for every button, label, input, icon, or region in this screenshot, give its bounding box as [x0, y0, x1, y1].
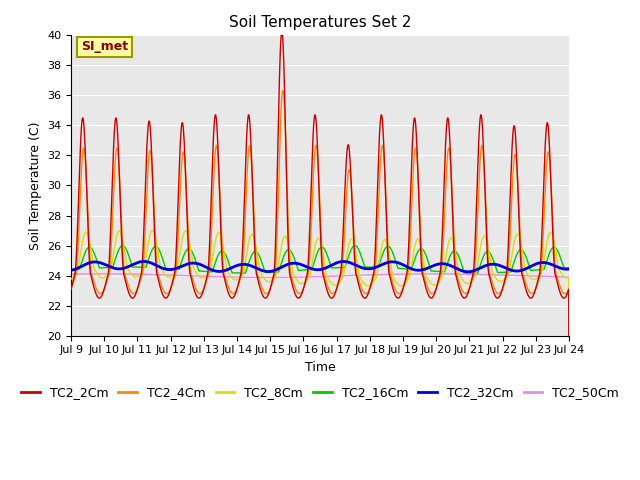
TC2_32Cm	[464, 269, 472, 275]
TC2_16Cm	[565, 265, 573, 271]
TC2_50Cm	[264, 275, 271, 280]
TC2_2Cm	[278, 28, 285, 34]
TC2_2Cm	[206, 228, 214, 233]
TC2_4Cm	[67, 286, 75, 292]
Line: TC2_4Cm: TC2_4Cm	[71, 91, 569, 480]
TC2_8Cm	[207, 267, 214, 273]
Line: TC2_2Cm: TC2_2Cm	[71, 31, 569, 480]
TC2_32Cm	[207, 266, 214, 272]
TC2_4Cm	[564, 287, 572, 292]
TC2_50Cm	[369, 272, 376, 278]
TC2_4Cm	[377, 152, 385, 158]
TC2_4Cm	[279, 88, 287, 94]
TC2_16Cm	[207, 269, 214, 275]
TC2_32Cm	[369, 265, 376, 271]
Line: TC2_8Cm: TC2_8Cm	[71, 230, 569, 480]
TC2_50Cm	[377, 272, 385, 277]
TC2_4Cm	[206, 256, 214, 262]
TC2_50Cm	[207, 274, 214, 279]
TC2_2Cm	[67, 286, 75, 292]
Line: TC2_16Cm: TC2_16Cm	[71, 246, 569, 273]
TC2_2Cm	[564, 287, 572, 293]
TC2_8Cm	[377, 248, 385, 253]
TC2_32Cm	[174, 265, 182, 271]
TC2_32Cm	[565, 266, 573, 272]
TC2_4Cm	[369, 279, 376, 285]
TC2_8Cm	[369, 281, 376, 287]
Y-axis label: Soil Temperature (C): Soil Temperature (C)	[29, 121, 42, 250]
TC2_50Cm	[97, 271, 105, 276]
TC2_2Cm	[377, 113, 385, 119]
TC2_32Cm	[518, 267, 525, 273]
TC2_8Cm	[67, 276, 75, 282]
TC2_32Cm	[377, 262, 385, 268]
Text: SI_met: SI_met	[81, 40, 128, 53]
TC2_32Cm	[67, 267, 75, 273]
TC2_16Cm	[377, 256, 385, 262]
TC2_16Cm	[474, 270, 481, 276]
Legend: TC2_2Cm, TC2_4Cm, TC2_8Cm, TC2_16Cm, TC2_32Cm, TC2_50Cm: TC2_2Cm, TC2_4Cm, TC2_8Cm, TC2_16Cm, TC2…	[16, 382, 624, 405]
TC2_16Cm	[369, 264, 376, 270]
TC2_2Cm	[174, 207, 182, 213]
TC2_50Cm	[565, 274, 573, 280]
TC2_16Cm	[67, 267, 75, 273]
TC2_16Cm	[119, 243, 127, 249]
TC2_8Cm	[518, 244, 525, 250]
TC2_50Cm	[174, 273, 182, 278]
TC2_8Cm	[174, 263, 182, 269]
TC2_50Cm	[518, 273, 525, 279]
TC2_4Cm	[518, 261, 525, 266]
Title: Soil Temperatures Set 2: Soil Temperatures Set 2	[229, 15, 411, 30]
TC2_8Cm	[564, 275, 572, 280]
TC2_8Cm	[148, 228, 156, 233]
X-axis label: Time: Time	[305, 361, 335, 374]
TC2_2Cm	[518, 270, 525, 276]
Line: TC2_50Cm: TC2_50Cm	[71, 274, 569, 277]
TC2_16Cm	[518, 247, 525, 253]
TC2_32Cm	[140, 259, 148, 264]
TC2_50Cm	[565, 274, 573, 280]
TC2_2Cm	[369, 276, 376, 282]
TC2_50Cm	[67, 271, 75, 277]
Line: TC2_32Cm: TC2_32Cm	[71, 262, 569, 272]
TC2_32Cm	[565, 266, 573, 272]
TC2_16Cm	[174, 266, 182, 272]
TC2_16Cm	[565, 265, 573, 271]
TC2_4Cm	[174, 242, 182, 248]
